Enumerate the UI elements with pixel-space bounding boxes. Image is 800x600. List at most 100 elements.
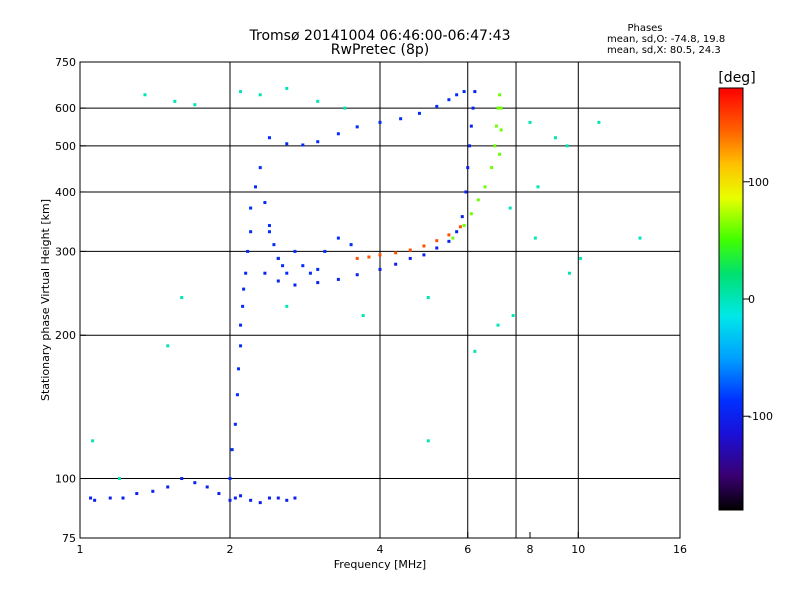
data-point <box>293 283 297 287</box>
grid-lines <box>80 62 680 538</box>
data-point <box>267 496 271 500</box>
x-tick-label: 2 <box>227 543 234 556</box>
data-point <box>180 296 184 300</box>
data-point <box>394 262 398 266</box>
data-point <box>408 256 412 260</box>
data-point <box>249 498 253 502</box>
data-point <box>239 494 243 498</box>
data-point <box>378 120 382 124</box>
data-point <box>394 251 398 255</box>
data-point <box>143 93 147 97</box>
data-point <box>597 120 601 124</box>
data-point <box>499 106 503 110</box>
data-point <box>496 106 500 110</box>
colorbar <box>718 87 744 511</box>
data-point <box>451 236 455 240</box>
data-point <box>308 271 312 275</box>
data-point <box>408 248 412 252</box>
data-point <box>336 277 340 281</box>
data-point <box>460 215 464 219</box>
data-point <box>578 256 582 260</box>
data-point <box>462 224 466 228</box>
data-point <box>242 287 246 291</box>
data-point <box>355 125 359 129</box>
data-point <box>447 233 451 237</box>
data-point <box>228 477 232 481</box>
data-point <box>117 477 121 481</box>
data-point <box>316 140 320 144</box>
data-point <box>367 255 371 259</box>
data-point <box>355 256 359 260</box>
data-point <box>336 132 340 136</box>
data-point <box>301 143 305 147</box>
phase-note-x: mean, sd,X: 80.5, 24.3 <box>607 45 721 56</box>
data-point <box>166 485 170 489</box>
y-tick-labels: 75 100 200 300 400 500 600 750 <box>55 56 86 545</box>
data-point <box>447 98 451 102</box>
data-point <box>447 239 451 243</box>
data-point <box>536 185 540 189</box>
data-point <box>108 496 112 500</box>
data-point <box>533 236 537 240</box>
y-axis-label: Stationary phase Virtual Height [km] <box>39 199 52 401</box>
y-tick-label: 600 <box>55 102 76 115</box>
data-point <box>469 124 473 128</box>
colorbar-label: [deg] <box>718 70 755 86</box>
data-point <box>458 225 462 229</box>
data-point <box>336 236 340 240</box>
data-point <box>471 106 475 110</box>
data-point <box>422 244 426 248</box>
data-point <box>469 212 473 216</box>
y-tick-label: 200 <box>55 329 76 342</box>
data-point <box>241 304 245 308</box>
x-tick-label: 4 <box>377 543 384 556</box>
x-tick-labels: 1 2 4 6 8 10 16 <box>77 532 687 556</box>
chart-subtitle: RwPretec (8p) <box>331 42 429 58</box>
data-point <box>239 344 243 348</box>
data-point <box>553 136 557 140</box>
data-point <box>235 393 239 397</box>
data-point <box>435 239 439 243</box>
data-point <box>528 120 532 124</box>
data-point <box>205 485 209 489</box>
data-point <box>323 249 327 253</box>
data-point <box>135 492 139 496</box>
data-point <box>249 230 253 234</box>
data-point <box>285 498 289 502</box>
data-point <box>417 111 421 115</box>
y-tick-label: 100 <box>55 473 76 486</box>
data-point <box>285 271 289 275</box>
data-point <box>258 166 262 170</box>
data-point <box>173 99 177 103</box>
data-point <box>233 496 237 500</box>
data-point <box>276 256 280 260</box>
x-tick-label: 1 <box>77 543 84 556</box>
data-point <box>166 344 170 348</box>
chart-title: Tromsø 20141004 06:46:00-06:47:43 <box>249 28 511 44</box>
data-point <box>285 304 289 308</box>
data-point <box>267 224 271 228</box>
data-point <box>464 190 468 194</box>
colorbar-tick-label: -100 <box>748 410 773 423</box>
data-point <box>483 185 487 189</box>
x-tick-label: 16 <box>673 543 687 556</box>
data-point <box>285 142 289 146</box>
data-point <box>455 230 459 234</box>
data-point <box>468 144 472 148</box>
data-point <box>276 279 280 283</box>
data-point <box>272 243 276 247</box>
data-point <box>343 106 347 110</box>
data-point <box>249 206 253 210</box>
data-point <box>93 498 97 502</box>
data-point <box>378 253 382 257</box>
data-point <box>89 496 93 500</box>
data-point <box>180 477 184 481</box>
data-point <box>239 90 243 94</box>
data-point <box>258 501 262 505</box>
data-point <box>228 498 232 502</box>
data-point <box>193 103 197 107</box>
data-point <box>435 104 439 108</box>
data-point <box>301 264 305 268</box>
data-point <box>349 243 353 247</box>
